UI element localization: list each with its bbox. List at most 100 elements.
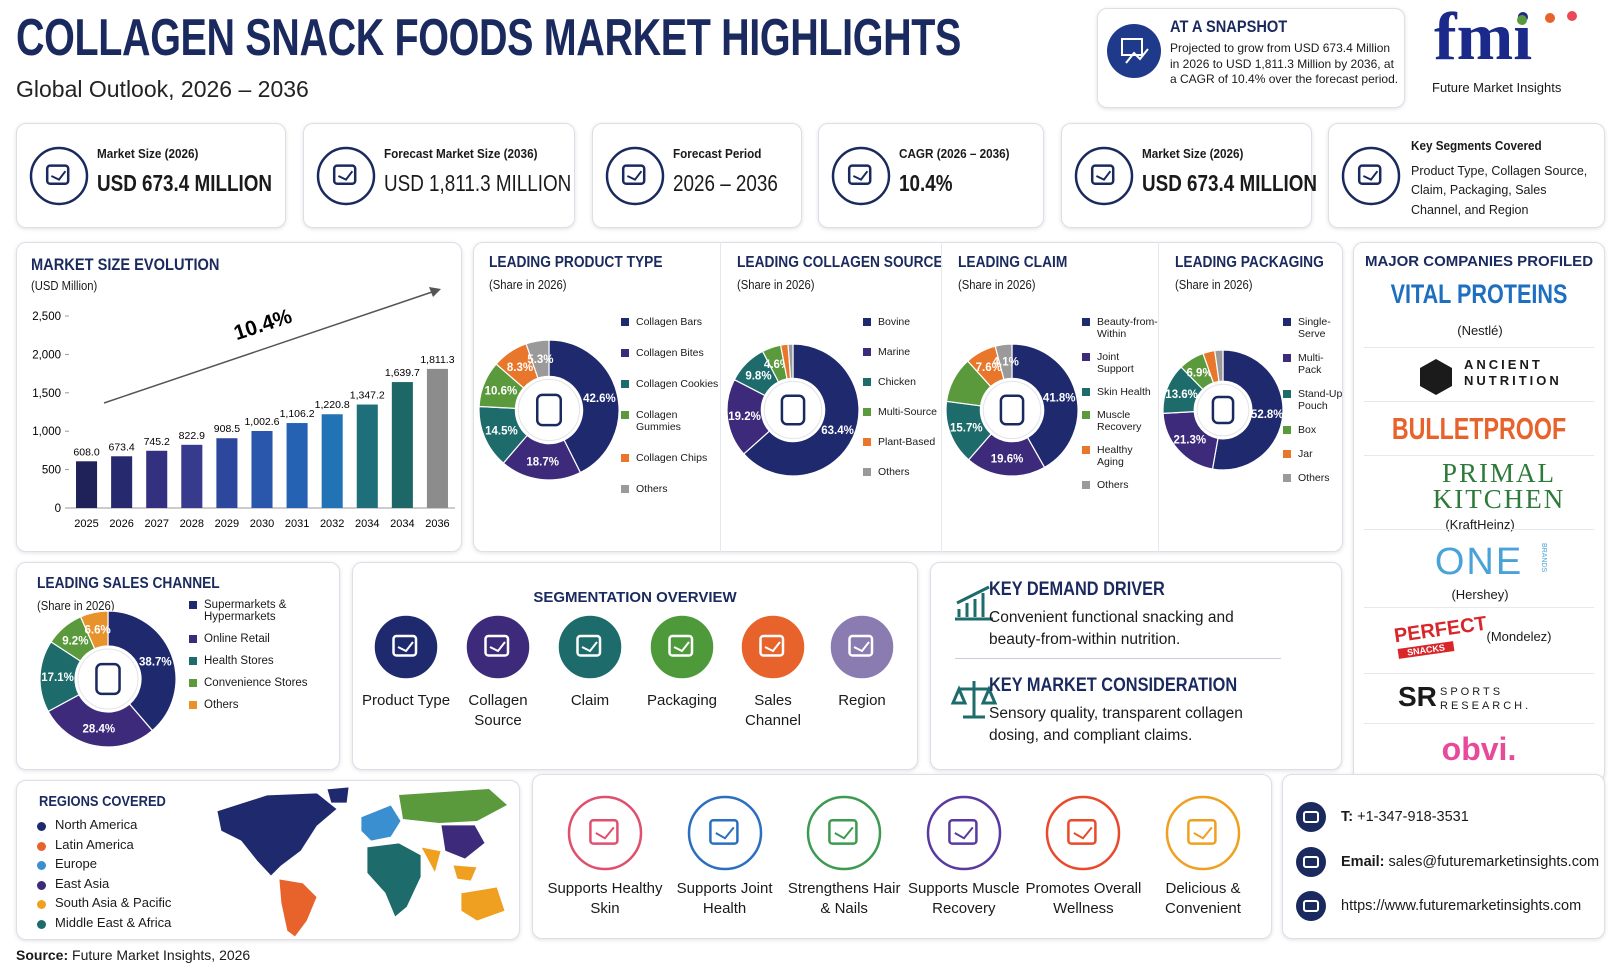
donut-slice <box>548 339 620 474</box>
center-icon <box>1211 395 1235 425</box>
contact-label: T: <box>1341 809 1354 825</box>
icon-glyph <box>1303 900 1319 912</box>
icon-circle <box>650 615 714 679</box>
segment-label: Collagen Source <box>468 692 528 729</box>
center-icon <box>780 394 806 426</box>
segment-label: Product Type <box>361 692 451 709</box>
legend-swatch <box>621 411 629 419</box>
company-parent: (Nestlé) <box>1457 323 1503 338</box>
bar <box>391 382 413 508</box>
donut-center <box>763 380 823 440</box>
x-tick-label: 2027 <box>144 518 168 530</box>
snapshot-title: AT A SNAPSHOT <box>1170 17 1288 36</box>
section-title: REGIONS COVERED <box>39 793 166 810</box>
value-label: 1,002.6 <box>244 416 279 428</box>
icon-circle <box>1046 795 1121 871</box>
bar <box>251 431 273 508</box>
icon-glyph <box>1362 170 1379 181</box>
legend-swatch <box>621 485 629 493</box>
value-label: 908.5 <box>214 423 240 435</box>
icon <box>741 615 805 679</box>
x-tick-label: 2026 <box>109 518 133 530</box>
x-tick-label: 2025 <box>74 518 98 530</box>
y-tick-label: 2,500 <box>32 311 61 323</box>
legend-swatch <box>189 701 197 709</box>
legend-item: Plant-Based <box>863 436 941 448</box>
source: Source: Future Market Insights, 2026 <box>16 947 250 963</box>
kpi-value: Product Type, Collagen Source, Claim, Pa… <box>1411 164 1588 217</box>
legend-item: Multi-Pack <box>1283 352 1343 376</box>
legend-swatch <box>1283 426 1291 434</box>
legend-item: Box <box>1283 424 1343 436</box>
donut-slice <box>994 343 1013 381</box>
icon-glyph <box>1193 826 1213 840</box>
icon-glyph <box>576 634 602 657</box>
annotation: 10.4% <box>231 305 295 345</box>
icon-glyph <box>1187 818 1217 845</box>
donut-chart: 52.8% 21.3% 13.6% 6.9% <box>1162 349 1284 471</box>
x-tick-label: 2034 <box>355 518 379 530</box>
icon-glyph <box>950 681 998 719</box>
legend-swatch <box>1283 390 1291 398</box>
icon-circle <box>316 146 376 206</box>
icon-glyph <box>828 818 858 845</box>
kpi-label: Forecast Market Size (2036) <box>384 146 538 161</box>
divider <box>1364 673 1594 674</box>
icon-glyph <box>714 826 735 840</box>
slice-label: 8.3% <box>507 362 533 374</box>
legend-item: Chicken <box>863 376 941 388</box>
divider <box>955 658 1281 659</box>
trend-arrow-head <box>429 287 441 297</box>
bar <box>216 438 238 508</box>
legend-item: Joint Support <box>1082 351 1158 375</box>
legend: Bovine Marine Chicken Multi-Source Plant-Bas… <box>863 316 941 478</box>
donut-center <box>982 380 1042 440</box>
icon-circle <box>741 615 805 679</box>
icon-glyph <box>1073 826 1093 840</box>
company-name: obvi. <box>1441 731 1517 767</box>
icon-circle <box>466 615 530 679</box>
legend-label: Others <box>204 699 239 711</box>
icon <box>830 615 894 679</box>
source-text: Future Market Insights, 2026 <box>72 947 251 963</box>
chart-subtitle: (Share in 2026) <box>737 278 815 292</box>
legend-item: Skin Health <box>1082 386 1158 398</box>
icon-glyph <box>1420 359 1452 395</box>
segment-label: Packaging <box>646 692 718 709</box>
company-parent: (Mondelez) <box>1486 629 1552 644</box>
value-label: 1,220.8 <box>315 399 350 411</box>
chart-subtitle: (USD Million) <box>31 279 98 293</box>
snapshot-text: Projected to grow from USD 673.4 Million… <box>1170 41 1399 87</box>
legend-swatch <box>1082 318 1090 326</box>
donut-chart: 41.8% 19.6% 15.7% 7.6%4.1% <box>945 343 1079 477</box>
company-name: ANCIENT NUTRITION <box>1464 357 1562 389</box>
kpi-label: CAGR (2026 – 2036) <box>899 146 1010 161</box>
icon-circle <box>1296 891 1326 921</box>
legend-label: Box <box>1298 424 1317 436</box>
slice-label: 21.3% <box>1173 434 1206 446</box>
icon-glyph <box>589 818 619 845</box>
legend-swatch <box>863 318 871 326</box>
legend-item: Others <box>863 466 941 478</box>
driver-title: KEY DEMAND DRIVER <box>989 579 1165 600</box>
legend-swatch <box>1082 481 1090 489</box>
donut-panel: LEADING PACKAGING (Share in 2026) 52.8% 21.… <box>1158 242 1343 552</box>
region-label: Latin America <box>55 836 134 852</box>
value-label: 1,106.2 <box>280 408 315 420</box>
value-label: 608.0 <box>73 446 99 458</box>
donut-slice <box>79 610 109 650</box>
x-tick-label: 2028 <box>180 518 204 530</box>
snapshot-icon <box>1107 24 1161 78</box>
map-region <box>360 804 402 842</box>
segment-label: Sales Channel <box>745 692 801 729</box>
legend-label: Plant-Based <box>878 436 936 448</box>
legend-label: Marine <box>878 346 911 358</box>
contact-line: https://www.futuremarketinsights.com <box>1341 898 1581 914</box>
region-label: North America <box>55 817 138 832</box>
legend-label: Single-Serve <box>1298 316 1331 340</box>
legend-swatch <box>1082 388 1090 396</box>
company-name: VITAL PROTEINS <box>1390 279 1568 309</box>
slice-label: 17.1% <box>41 672 74 684</box>
slice-label: 41.8% <box>1043 393 1076 405</box>
legend-swatch <box>863 348 871 356</box>
